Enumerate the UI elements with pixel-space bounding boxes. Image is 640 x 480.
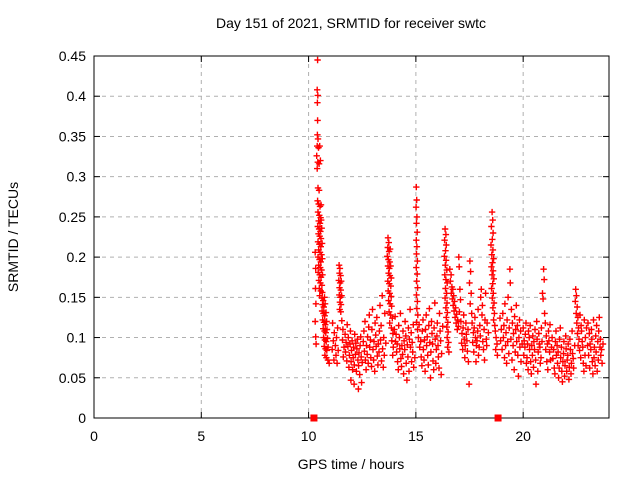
y-tick-label: 0.05 xyxy=(59,370,86,386)
axis-marker-square xyxy=(494,414,502,422)
y-axis-label: SRMTID / TECUs xyxy=(5,182,21,292)
axis-marker-square xyxy=(310,414,318,422)
plot-border xyxy=(93,55,610,419)
tick-marks xyxy=(93,55,609,419)
x-tick-label: 0 xyxy=(90,428,98,444)
y-tick-label: 0.45 xyxy=(59,48,86,64)
x-tick-label: 5 xyxy=(197,428,205,444)
axis-square-markers xyxy=(310,414,502,422)
y-tick-label: 0.2 xyxy=(67,249,87,265)
data-points-path xyxy=(312,56,607,393)
tick-labels: 0 5 10 15 20 0 0.05 0.1 0.15 0.2 0.25 0.3 0.35 0.4 0.4… xyxy=(59,48,531,444)
y-tick-label: 0.4 xyxy=(67,88,87,104)
y-tick-label: 0.35 xyxy=(59,128,86,144)
x-tick-label: 10 xyxy=(301,428,317,444)
x-tick-label: 15 xyxy=(408,428,424,444)
y-tick-label: 0.1 xyxy=(67,330,87,346)
scatter-points xyxy=(312,56,607,393)
y-tick-label: 0.25 xyxy=(59,209,86,225)
x-tick-label: 20 xyxy=(515,428,531,444)
y-tick-label: 0.15 xyxy=(59,289,86,305)
chart-title: Day 151 of 2021, SRMTID for receiver swt… xyxy=(216,15,486,31)
y-tick-label: 0.3 xyxy=(67,169,87,185)
y-tick-label: 0 xyxy=(78,410,86,426)
x-axis-label: GPS time / hours xyxy=(298,456,405,472)
